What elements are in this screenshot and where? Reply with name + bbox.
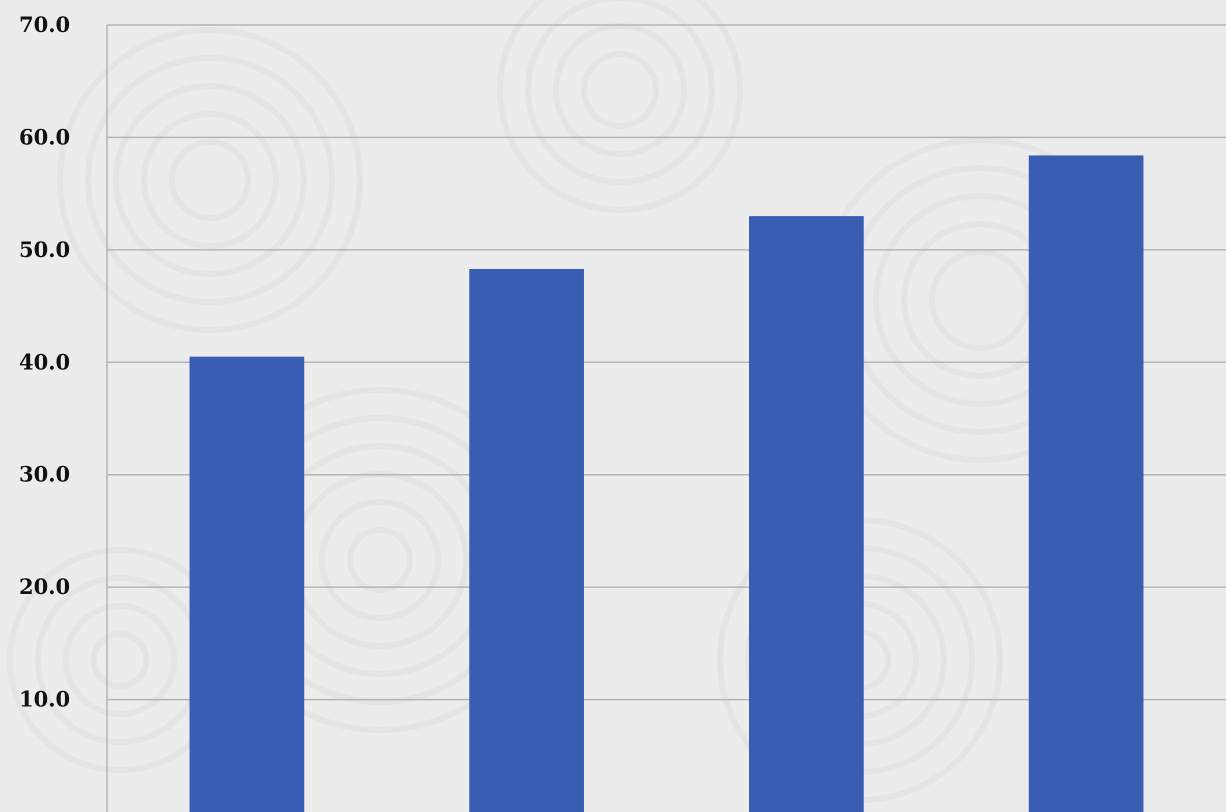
background-swirl-1	[553, 23, 687, 157]
background-swirl-2	[929, 249, 1031, 351]
y-tick-label: 30.0	[19, 462, 70, 487]
background-swirl-1	[497, 0, 743, 213]
background-swirl-5	[91, 631, 149, 689]
background-swirl-1	[581, 51, 659, 129]
background-swirl-5	[63, 603, 177, 717]
y-tick-label: 40.0	[19, 349, 70, 374]
background-swirl-0	[85, 55, 335, 305]
background-swirl-0	[141, 111, 279, 249]
background-swirl-0	[57, 27, 363, 333]
bar-2	[749, 216, 864, 812]
background-swirl-0	[113, 83, 307, 277]
bar-3	[1028, 155, 1144, 812]
bar-1	[469, 268, 584, 812]
y-tick-label: 70.0	[19, 12, 70, 37]
background-swirl-1	[525, 0, 715, 185]
bar-0	[189, 356, 305, 812]
y-tick-label: 50.0	[19, 237, 70, 262]
y-tick-label: 10.0	[19, 687, 70, 712]
background-swirl-5	[35, 575, 205, 745]
bars	[189, 155, 1144, 812]
y-tick-label: 60.0	[19, 124, 70, 149]
background-swirl-3	[347, 527, 413, 593]
background-swirl-3	[319, 499, 441, 621]
y-tick-label: 20.0	[19, 574, 70, 599]
background-swirl-0	[169, 139, 251, 221]
y-tick-labels: 10.0 20.0 30.0 40.0 50.0 60.0 70.0	[19, 12, 70, 712]
